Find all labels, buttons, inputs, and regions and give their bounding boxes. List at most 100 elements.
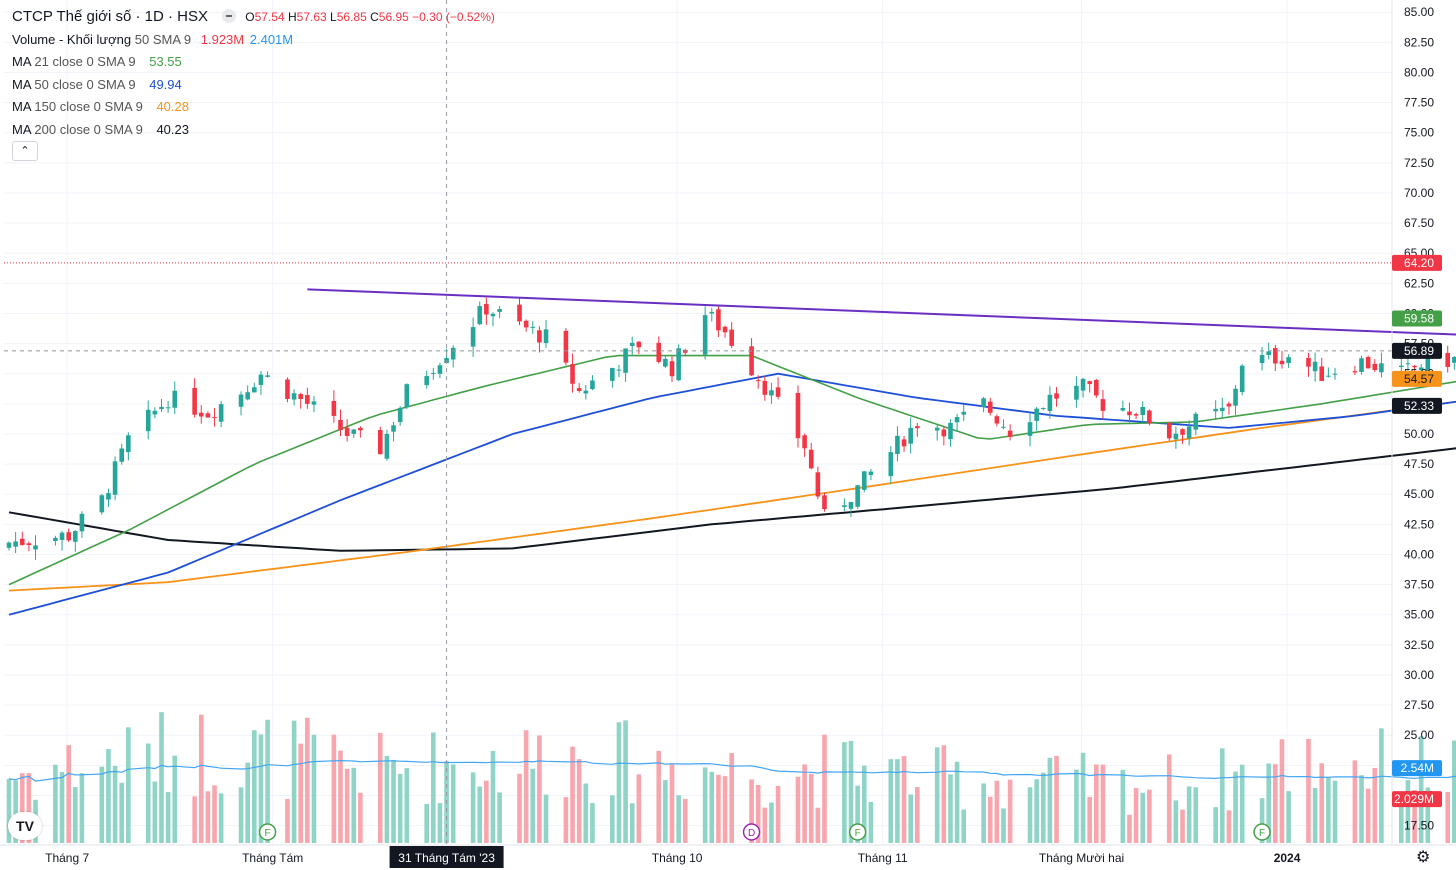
candle-body — [1412, 365, 1417, 368]
candle — [112, 456, 118, 501]
candle — [119, 443, 125, 465]
legend-ma21[interactable]: MA 21 close 0 SMA 9 53.55 — [12, 51, 495, 74]
symbol-title[interactable]: CTCP Thế giới số · 1D · HSX — [12, 8, 209, 25]
candle-body — [623, 348, 628, 373]
candle-body — [1180, 429, 1185, 435]
candle-body — [431, 372, 436, 374]
volume-bar — [198, 714, 204, 843]
price-tick-label: 30.00 — [1404, 668, 1434, 682]
ma150-line — [8, 400, 1456, 592]
candle — [285, 377, 290, 403]
gear-icon[interactable]: ⚙ — [1416, 849, 1431, 866]
candle — [1365, 355, 1371, 369]
candle — [795, 385, 801, 448]
candle — [663, 356, 668, 368]
candle-body — [755, 380, 761, 382]
candle-body — [994, 416, 1000, 424]
volume-bar — [895, 759, 900, 843]
candle-body — [19, 538, 25, 545]
candle-body — [709, 311, 715, 314]
volume-bar — [252, 730, 257, 843]
candle-body — [517, 304, 522, 322]
volume-bar — [112, 765, 118, 843]
candle-body — [397, 407, 403, 423]
candle — [636, 341, 642, 355]
candle — [351, 428, 357, 438]
candle — [1193, 411, 1199, 436]
candle — [1286, 354, 1291, 368]
volume-bar — [576, 759, 582, 843]
candle — [868, 468, 874, 481]
ma50-value: 49.94 — [149, 76, 182, 92]
volume-sma-value: 2.401M — [249, 31, 294, 47]
collapse-legend-button[interactable]: ⌃ — [12, 141, 38, 161]
candle-body — [384, 433, 390, 459]
legend-volume[interactable]: Volume - Khối lượng 50 SMA 9 1.923M 2.40… — [12, 29, 495, 52]
volume-bar — [1226, 810, 1232, 843]
candle — [305, 387, 310, 409]
event-circle — [742, 823, 761, 841]
candle — [490, 312, 496, 327]
candle-body — [265, 375, 270, 377]
volume-bar — [431, 732, 436, 843]
candle-body — [1040, 408, 1046, 410]
candle — [861, 471, 867, 493]
candle — [1319, 357, 1325, 382]
volume-bar — [152, 781, 158, 843]
candle-body — [1219, 407, 1225, 412]
candle-body — [1007, 430, 1013, 437]
candle-body — [1379, 363, 1384, 373]
event-marker: F — [848, 823, 867, 841]
candle-body — [73, 531, 78, 542]
candle-body — [1405, 363, 1411, 365]
volume-bar — [656, 750, 662, 843]
candle-body — [258, 374, 264, 385]
candle-body — [391, 425, 396, 432]
candle — [1047, 386, 1053, 419]
trendline — [307, 288, 1456, 336]
candle — [755, 375, 761, 389]
volume-bar — [1405, 780, 1411, 843]
candle-body — [238, 394, 244, 407]
price-axis: 85.00 82.50 80.00 77.50 75.00 72.50 70.00 67.50… — [1404, 5, 1434, 832]
candle-body — [636, 341, 642, 348]
volume-bar — [716, 774, 721, 843]
candle-body — [888, 452, 894, 477]
price-badge: 56.89 — [1392, 342, 1442, 359]
volume-bar — [397, 773, 403, 843]
indicator-label: MA — [12, 121, 31, 137]
volume-bar — [616, 722, 622, 843]
candle-body — [716, 309, 721, 331]
candle — [669, 355, 675, 382]
price-tick-label: 45.00 — [1404, 487, 1434, 501]
candle — [404, 383, 410, 410]
candle — [145, 400, 151, 440]
legend-ma50[interactable]: MA 50 close 0 SMA 9 49.94 — [12, 74, 495, 97]
volume-bar — [351, 767, 357, 843]
candle-body — [941, 429, 947, 437]
candle-body — [1087, 381, 1092, 385]
candle-body — [112, 461, 118, 495]
candle — [205, 411, 211, 418]
candle-body — [815, 472, 821, 497]
candle-body — [13, 541, 18, 547]
candle-body — [218, 404, 224, 422]
legend-ma200[interactable]: MA 200 close 0 SMA 9 40.23 — [12, 119, 495, 142]
candle — [1213, 400, 1218, 419]
candle-body — [722, 326, 728, 333]
volume-bar — [1034, 779, 1039, 843]
candle-body — [1173, 433, 1179, 440]
volume-bar — [19, 773, 25, 843]
candle-body — [987, 401, 993, 413]
more-options-icon[interactable] — [221, 8, 236, 23]
candle-body — [729, 329, 734, 346]
volume-bar — [722, 776, 728, 843]
candle-body — [152, 410, 158, 415]
volume-bar — [145, 743, 151, 843]
tradingview-logo[interactable]: TV — [8, 812, 42, 840]
volume-bar — [1193, 787, 1199, 843]
price-badge-label: 59.58 — [1404, 312, 1434, 326]
legend-ma150[interactable]: MA 150 close 0 SMA 9 40.28 — [12, 96, 495, 119]
volume-bar — [358, 792, 363, 843]
